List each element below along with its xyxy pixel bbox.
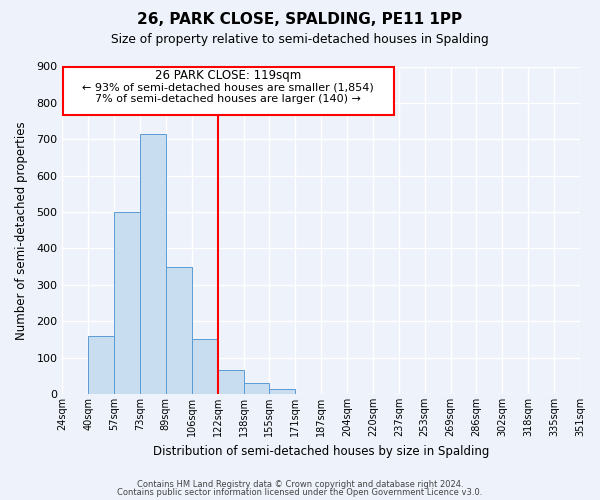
Text: Size of property relative to semi-detached houses in Spalding: Size of property relative to semi-detach… <box>111 32 489 46</box>
Text: 26, PARK CLOSE, SPALDING, PE11 1PP: 26, PARK CLOSE, SPALDING, PE11 1PP <box>137 12 463 28</box>
Text: Contains public sector information licensed under the Open Government Licence v3: Contains public sector information licen… <box>118 488 482 497</box>
Bar <box>192 340 218 394</box>
X-axis label: Distribution of semi-detached houses by size in Spalding: Distribution of semi-detached houses by … <box>153 444 490 458</box>
Bar <box>166 266 192 394</box>
Text: 7% of semi-detached houses are larger (140) →: 7% of semi-detached houses are larger (1… <box>95 94 361 104</box>
Text: ← 93% of semi-detached houses are smaller (1,854): ← 93% of semi-detached houses are smalle… <box>82 82 374 92</box>
Text: 26 PARK CLOSE: 119sqm: 26 PARK CLOSE: 119sqm <box>155 69 301 82</box>
Text: Contains HM Land Registry data © Crown copyright and database right 2024.: Contains HM Land Registry data © Crown c… <box>137 480 463 489</box>
Bar <box>269 388 295 394</box>
Bar <box>114 212 140 394</box>
FancyBboxPatch shape <box>63 66 394 114</box>
Bar <box>244 383 269 394</box>
Bar <box>88 336 114 394</box>
Bar <box>218 370 244 394</box>
Y-axis label: Number of semi-detached properties: Number of semi-detached properties <box>15 121 28 340</box>
Bar <box>140 134 166 394</box>
